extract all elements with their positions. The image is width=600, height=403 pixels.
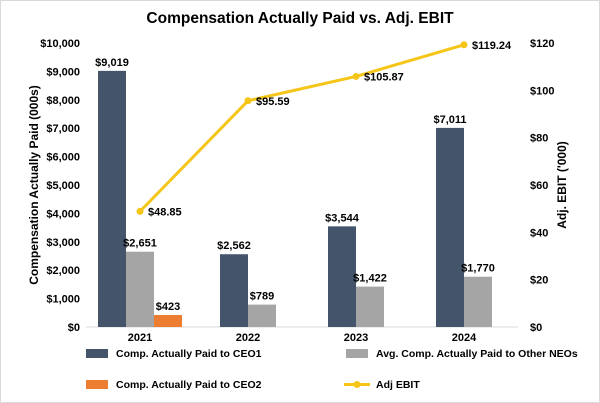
legend-swatch-box [346,349,368,358]
ebit-line-path [138,43,465,213]
data-labels: $9,019 $2,651 $423 $2,562 $789 $3,544 $1,422 $7… [95,40,512,313]
x-tick-label: 2022 [236,332,260,344]
y-tick-label: $7,000 [46,123,80,135]
y2-tick-label: $100 [530,85,554,97]
ebit-line [136,41,468,215]
legend-label: Adj EBIT [376,379,420,391]
bar-series3 [154,314,182,327]
y-tick-label: $3,000 [46,237,80,249]
y-axis-label: Compensation Actually Paid (000s) [27,85,41,285]
legend: Comp. Actually Paid to CEO1 Avg. Comp. Ac… [86,348,578,391]
axes: $0 $1,000 $2,000 $3,000 $4,000 $5,000 $6,000 $7… [40,38,554,344]
bar-value-label: $2,651 [123,238,157,250]
y2-tick-label: $120 [530,38,554,50]
legend-swatch-box [86,349,108,358]
chart-title: Compensation Actually Paid vs. Adj. EBIT [146,10,454,27]
bar-series2 [464,276,492,327]
y-tick-label: $10,000 [40,38,80,50]
ebit-point [460,41,468,49]
bar-series2 [356,286,384,327]
legend-label: Avg. Comp. Actually Paid to Other NEOs [376,348,578,360]
y-tick-label: $6,000 [46,152,80,164]
bar-value-label: $1,422 [353,273,387,285]
y2-axis-label: Adj. EBIT ('000) [555,141,569,229]
x-tick-label: 2024 [452,332,477,344]
legend-swatch-box [86,380,108,389]
bar-value-label: $1,770 [461,263,495,275]
legend-label: Comp. Actually Paid to CEO1 [116,348,262,360]
bar-series1 [436,127,464,327]
bar-series1 [328,226,356,327]
y2-tick-label: $20 [530,275,548,287]
y-tick-label: $8,000 [46,95,80,107]
y2-tick-label: $80 [530,133,548,145]
bar-value-label: $789 [250,291,274,303]
ebit-value-label: $48.85 [148,206,182,218]
ebit-point [244,97,252,105]
ebit-value-label: $95.59 [256,96,290,108]
y-tick-label: $1,000 [46,294,80,306]
ebit-value-label: $105.87 [364,71,404,83]
y2-tick-label: $60 [530,180,548,192]
y-tick-label: $2,000 [46,265,80,277]
bar-value-label: $3,544 [325,212,360,224]
bar-value-label: $7,011 [433,114,466,126]
bar-value-label: $9,019 [95,57,129,69]
y-tick-label: $5,000 [46,180,80,192]
legend-swatch-marker [353,381,361,388]
ebit-point [352,72,360,80]
y-tick-label: $9,000 [46,66,80,78]
bar-series2 [248,304,276,327]
bar-value-label: $423 [156,301,180,313]
legend-label: Comp. Actually Paid to CEO2 [116,379,262,391]
y2-tick-label: $40 [530,227,548,239]
ebit-point [136,207,144,215]
x-tick-label: 2021 [128,332,152,344]
bar-series2 [126,251,154,327]
y-tick-label: $4,000 [46,208,80,220]
ebit-value-label: $119.24 [472,40,512,52]
bars [98,70,492,327]
x-tick-label: 2023 [344,332,368,344]
bar-series1 [220,254,248,327]
bar-series1 [98,70,126,327]
y-tick-label: $0 [68,322,80,334]
bar-value-label: $2,562 [217,240,251,252]
y2-tick-label: $0 [530,322,542,334]
